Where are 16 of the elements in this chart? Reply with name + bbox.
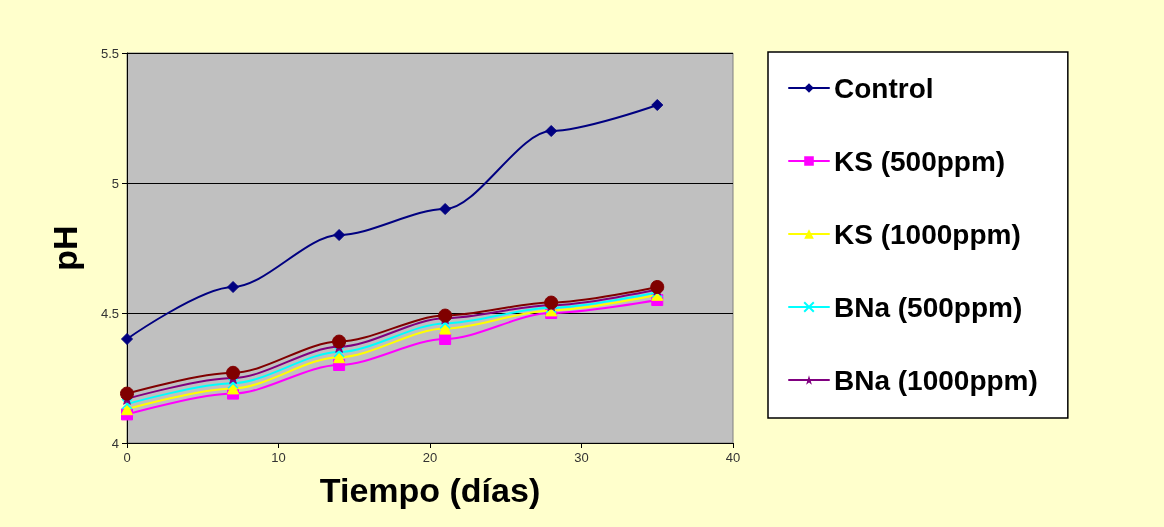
x-tick-label: 30 [574, 450, 589, 465]
x-tick-label: 10 [271, 450, 286, 465]
x-axis-title: Tiempo (días) [319, 471, 541, 509]
legend-label: BNa (500ppm) [834, 291, 1023, 323]
legend-label: KS (1000ppm) [834, 218, 1021, 250]
x-tick-label: 20 [422, 450, 438, 465]
x-tick-label: 0 [123, 450, 131, 465]
y-axis-title: pH [46, 225, 84, 271]
legend-label: Control [834, 72, 934, 104]
y-tick-label: 4.5 [100, 305, 119, 321]
y-tick-label: 5.5 [100, 45, 119, 61]
y-tick-label: 5 [111, 175, 119, 191]
legend-label: KS (500ppm) [834, 145, 1006, 177]
legend-label: BNa (1000ppm) [834, 364, 1038, 396]
y-tick-label: 4 [111, 435, 119, 451]
x-tick-label: 40 [725, 450, 741, 465]
